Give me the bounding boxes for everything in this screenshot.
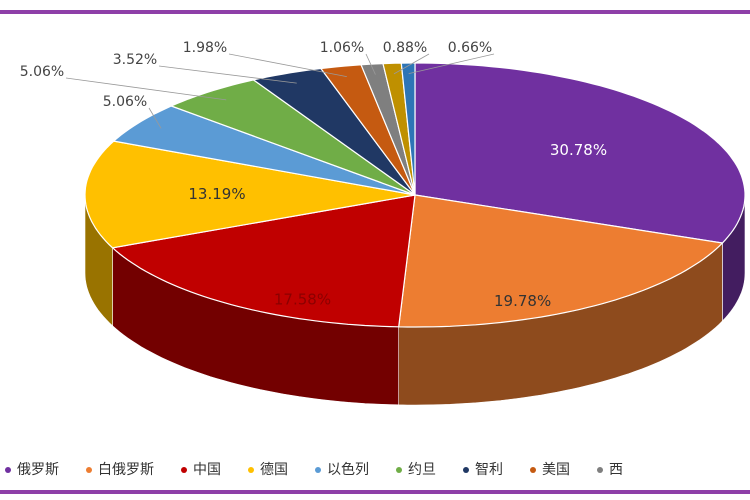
legend-label: 约旦 <box>408 462 436 478</box>
slice <box>84 140 416 249</box>
legend-marker <box>530 467 536 473</box>
data-label: 5.06% <box>103 94 147 110</box>
data-label: 0.88% <box>383 40 427 56</box>
legend-marker <box>86 467 92 473</box>
legend-marker <box>597 467 603 473</box>
legend-marker <box>396 467 402 473</box>
legend-label: 智利 <box>475 462 503 478</box>
legend-label: 俄罗斯 <box>17 462 59 478</box>
slice <box>414 62 746 244</box>
slice <box>169 79 416 196</box>
legend-label: 以色列 <box>327 461 369 478</box>
slice <box>112 105 416 196</box>
data-label: 30.78% <box>550 141 607 159</box>
legend-label: 德国 <box>260 462 288 478</box>
slice <box>319 64 416 196</box>
data-label: 19.78% <box>494 292 551 310</box>
leader-line <box>393 53 430 75</box>
legend-label: 西 <box>609 462 623 478</box>
leader-line <box>365 53 376 75</box>
leader-line <box>158 65 297 84</box>
legend-marker <box>181 467 187 473</box>
leader-line <box>65 77 227 101</box>
data-label: 5.06% <box>20 64 64 80</box>
data-label: 0.66% <box>448 40 492 56</box>
data-label: 17.58% <box>274 291 331 309</box>
data-label: 1.06% <box>320 40 364 56</box>
legend-marker <box>248 467 254 473</box>
leader-line <box>228 53 347 78</box>
slice <box>398 194 724 328</box>
legend-marker <box>463 467 469 473</box>
legend-label: 白俄罗斯 <box>98 462 154 478</box>
slice <box>111 194 416 328</box>
legend-label: 美国 <box>542 462 570 478</box>
legend-marker <box>315 467 321 473</box>
legend-marker <box>5 467 11 473</box>
data-label: 1.98% <box>183 40 227 56</box>
legend-label: 中国 <box>193 462 221 478</box>
leader-line <box>148 107 162 129</box>
data-label: 3.52% <box>113 52 157 68</box>
data-label: 13.19% <box>188 185 245 203</box>
slice <box>400 62 416 196</box>
leader-line <box>408 53 495 74</box>
